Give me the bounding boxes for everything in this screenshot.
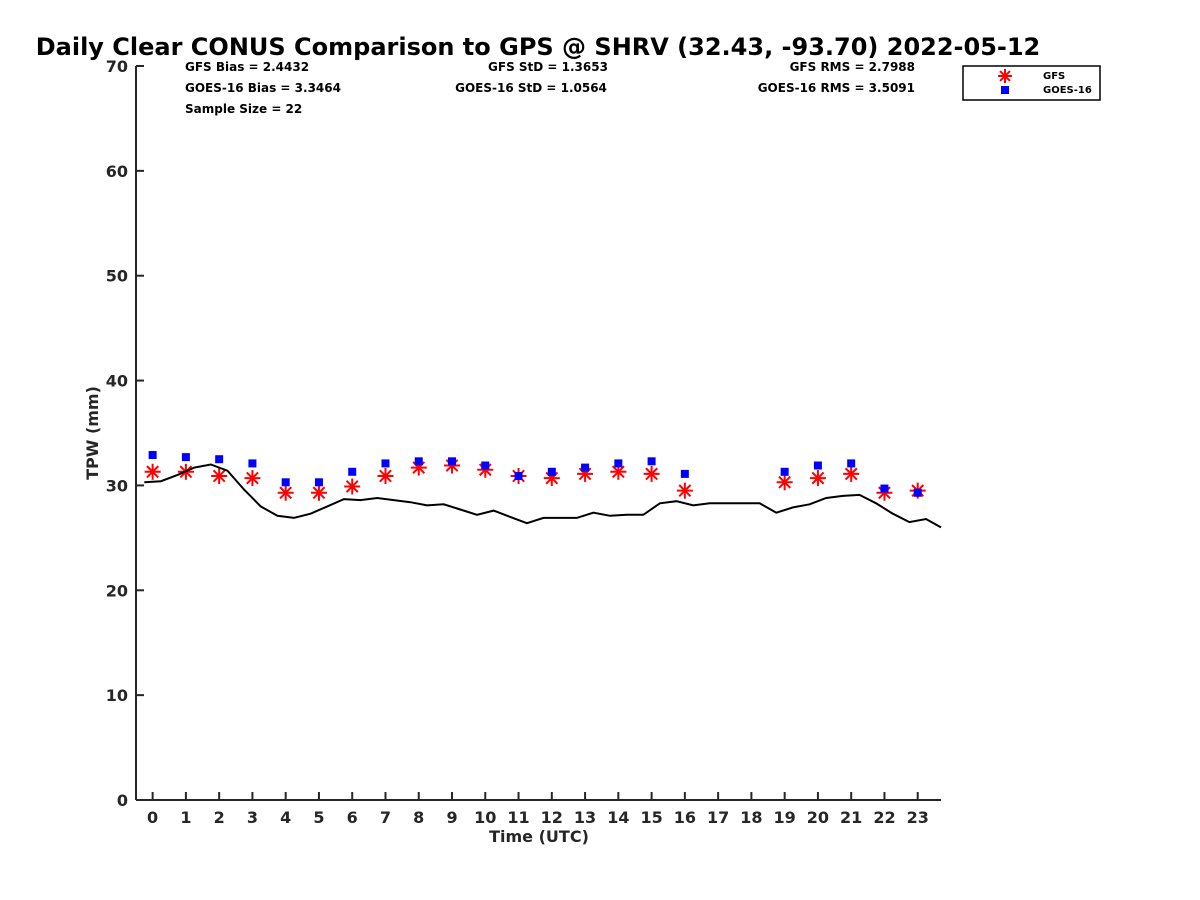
- x-tick-label: 20: [807, 808, 829, 827]
- gfs-point: [144, 463, 161, 480]
- x-tick-label: 19: [774, 808, 796, 827]
- goes-16-point: [813, 461, 822, 470]
- gps-series-line: [144, 463, 942, 529]
- goes-16-point: [481, 461, 490, 470]
- x-tick-label: 13: [574, 808, 596, 827]
- sample-size-label: Sample Size = 22: [185, 102, 302, 116]
- goes-16-point: [448, 457, 457, 466]
- gfs-point: [676, 482, 693, 499]
- x-tick-label: 0: [147, 808, 158, 827]
- gfs-point: [643, 465, 660, 482]
- goes-16-point: [647, 457, 656, 466]
- x-tick-label: 6: [347, 808, 358, 827]
- gfs-std-label: GFS StD = 1.3653: [488, 60, 608, 74]
- legend-item-gfs: GFS: [998, 69, 1065, 83]
- stats-block: GFS Bias = 2.4432 GOES-16 Bias = 3.3464 …: [185, 60, 915, 116]
- x-tick-label: 12: [541, 808, 563, 827]
- x-tick-label: 10: [474, 808, 496, 827]
- goes-16-point: [381, 459, 390, 468]
- x-tick-label: 23: [907, 808, 929, 827]
- y-tick-label: 50: [106, 267, 128, 286]
- y-tick-label: 10: [106, 686, 128, 705]
- gfs-point: [344, 478, 361, 495]
- goes-16-point: [181, 453, 190, 462]
- gfs-rms-label: GFS RMS = 2.7988: [790, 60, 915, 74]
- goes-16-point: [248, 459, 257, 468]
- x-tick-label: 7: [380, 808, 391, 827]
- gfs-point: [809, 470, 826, 487]
- goes-16-point: [880, 484, 889, 493]
- gfs-bias-label: GFS Bias = 2.4432: [185, 60, 309, 74]
- goes-16-point: [913, 488, 922, 497]
- goes-16-point: [547, 467, 556, 476]
- y-tick-label: 30: [106, 476, 128, 495]
- x-tick-label: 8: [413, 808, 424, 827]
- x-tick-label: 14: [607, 808, 629, 827]
- gfs-point: [310, 484, 327, 501]
- x-tick-label: 11: [507, 808, 529, 827]
- y-tick-label: 60: [106, 162, 128, 181]
- x-tick-label: 21: [840, 808, 862, 827]
- legend-label-goes-16: GOES-16: [1043, 85, 1092, 96]
- gfs-point: [244, 470, 261, 487]
- x-tick-label: 2: [214, 808, 225, 827]
- goes-16-point: [148, 451, 157, 460]
- gfs-point: [776, 474, 793, 491]
- x-tick-label: 1: [180, 808, 191, 827]
- x-tick-label: 17: [707, 808, 729, 827]
- y-tick-label: 20: [106, 581, 128, 600]
- goes-16-point: [314, 478, 323, 487]
- x-tick-label: 5: [313, 808, 324, 827]
- y-tick-label: 0: [117, 791, 128, 810]
- x-tick-label: 18: [740, 808, 762, 827]
- goes-16-point: [780, 467, 789, 476]
- goes-16-point: [514, 471, 523, 480]
- y-axis-label: TPW (mm): [83, 386, 102, 480]
- goes-16-point: [348, 467, 357, 476]
- x-tick-label: 15: [640, 808, 662, 827]
- legend-marker-goes-16: [1001, 86, 1009, 94]
- goes-16-point: [414, 457, 423, 466]
- goes-16-point: [614, 459, 623, 468]
- x-tick-label: 9: [446, 808, 457, 827]
- gfs-point: [377, 467, 394, 484]
- goes-16-point: [281, 478, 290, 487]
- goes-16-point: [215, 455, 224, 464]
- x-tick-label: 3: [247, 808, 258, 827]
- legend-label-gfs: GFS: [1043, 71, 1065, 82]
- gfs-point: [277, 484, 294, 501]
- legend: GFS GOES-16: [962, 65, 1101, 101]
- legend-item-goes-16: GOES-16: [1001, 85, 1092, 96]
- x-tick-label: 4: [280, 808, 291, 827]
- goes-rms-label: GOES-16 RMS = 3.5091: [758, 81, 915, 95]
- x-tick-label: 16: [674, 808, 696, 827]
- legend-marker-gfs: [998, 69, 1012, 83]
- y-tick-label: 70: [106, 57, 128, 76]
- goes-std-label: GOES-16 StD = 1.0564: [455, 81, 607, 95]
- gfs-point: [843, 465, 860, 482]
- legend-box: [962, 65, 1101, 101]
- chart-title: Daily Clear CONUS Comparison to GPS @ SH…: [36, 33, 1041, 61]
- y-tick-label: 40: [106, 372, 128, 391]
- goes-16-point: [847, 459, 856, 468]
- x-axis-label: Time (UTC): [489, 827, 589, 846]
- gfs-point: [211, 467, 228, 484]
- goes-16-point: [680, 469, 689, 478]
- goes-bias-label: GOES-16 Bias = 3.3464: [185, 81, 341, 95]
- goes-16-point: [581, 463, 590, 472]
- x-tick-label: 22: [873, 808, 895, 827]
